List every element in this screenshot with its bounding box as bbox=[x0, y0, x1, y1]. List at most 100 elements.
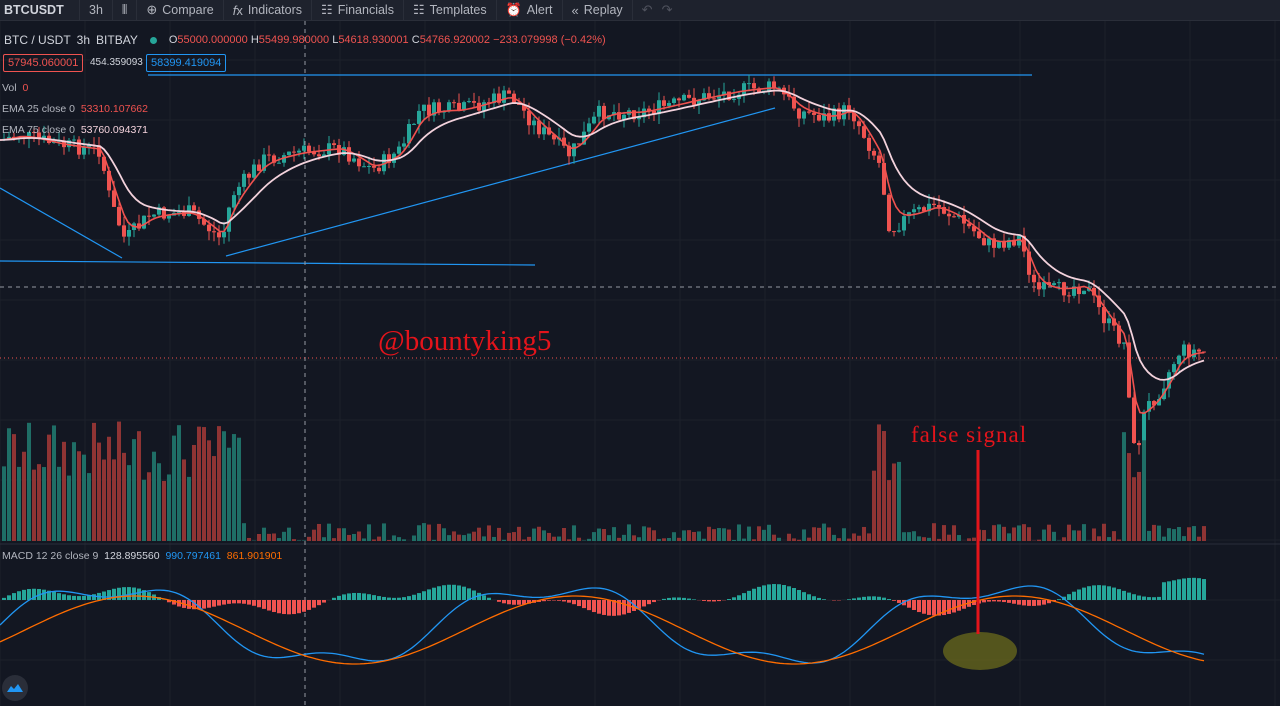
macd-histogram-bar bbox=[1017, 600, 1021, 605]
candle-body bbox=[362, 166, 366, 168]
volume-bar bbox=[1062, 537, 1066, 541]
candle-body bbox=[237, 186, 241, 196]
macd-histogram-bar bbox=[1137, 595, 1141, 600]
macd-histogram-bar bbox=[652, 600, 656, 603]
compare-button[interactable]: ⊕ Compare bbox=[137, 0, 224, 20]
chart-canvas[interactable] bbox=[0, 21, 1280, 706]
candle-body bbox=[242, 173, 246, 187]
candle-body bbox=[647, 108, 651, 111]
candle-body bbox=[357, 158, 361, 167]
volume-bar bbox=[242, 523, 246, 541]
macd-histogram-bar bbox=[322, 600, 326, 603]
alert-button[interactable]: ⏰ Alert bbox=[497, 0, 563, 20]
financials-icon: ☷ bbox=[321, 2, 333, 17]
volume-bar bbox=[922, 537, 926, 541]
candle-body bbox=[862, 126, 866, 138]
macd-histogram-bar bbox=[1022, 600, 1026, 606]
candle-body bbox=[1142, 411, 1146, 446]
macd-histogram-bar bbox=[947, 600, 951, 614]
volume-bar bbox=[227, 447, 231, 541]
templates-button[interactable]: ☷ Templates bbox=[404, 0, 497, 20]
macd-histogram-bar bbox=[392, 597, 396, 600]
volume-bar bbox=[737, 524, 741, 541]
candle-body bbox=[332, 143, 336, 146]
candle-body bbox=[307, 145, 311, 152]
macd-histogram-bar bbox=[1107, 586, 1111, 600]
candle-body bbox=[882, 162, 886, 195]
candle-body bbox=[852, 112, 856, 122]
indicators-button[interactable]: fx Indicators bbox=[224, 0, 313, 20]
macd-histogram-bar bbox=[352, 592, 356, 600]
candle-body bbox=[997, 241, 1001, 248]
volume-bar bbox=[1092, 528, 1096, 541]
macd-histogram-bar bbox=[1142, 596, 1146, 600]
candle-body bbox=[1017, 235, 1021, 246]
buy-price-box[interactable]: 58399.419094 bbox=[146, 54, 227, 72]
macd-histogram-bar bbox=[252, 600, 256, 606]
volume-bar bbox=[1027, 527, 1031, 541]
macd-histogram-bar bbox=[242, 600, 246, 604]
replay-button[interactable]: « Replay bbox=[563, 0, 633, 20]
volume-bar bbox=[427, 524, 431, 541]
candle-body bbox=[247, 173, 251, 178]
macd-histogram-bar bbox=[597, 600, 601, 614]
undo-button[interactable]: ↶ bbox=[633, 0, 662, 20]
macd-histogram-bar bbox=[1077, 589, 1081, 600]
macd-histogram-bar bbox=[237, 600, 241, 604]
volume-bar bbox=[622, 534, 626, 541]
volume-bar bbox=[927, 537, 931, 541]
macd-histogram-bar bbox=[142, 590, 146, 600]
macd-histogram-bar bbox=[1072, 591, 1076, 600]
macd-histogram-bar bbox=[582, 600, 586, 609]
candle-body bbox=[972, 226, 976, 232]
financials-button[interactable]: ☷ Financials bbox=[312, 0, 404, 20]
macd-histogram-bar bbox=[1147, 597, 1151, 600]
symbol-search[interactable]: BTCUSDT bbox=[0, 0, 80, 20]
macd-histogram-bar bbox=[782, 584, 786, 600]
volume-bar bbox=[437, 523, 441, 541]
candle-body bbox=[522, 104, 526, 111]
macd-histogram-bar bbox=[942, 600, 946, 616]
candle-body bbox=[682, 94, 686, 101]
volume-bar bbox=[1102, 523, 1106, 541]
symbol-label: BTCUSDT bbox=[4, 3, 64, 17]
candle-body bbox=[1082, 290, 1086, 295]
candle-body bbox=[1177, 355, 1181, 365]
macd-histogram-bar bbox=[27, 589, 31, 600]
volume-bar bbox=[102, 459, 106, 541]
macd-histogram-bar bbox=[442, 585, 446, 600]
macd-histogram-bar bbox=[1092, 585, 1096, 600]
interval-button[interactable]: 3h bbox=[80, 0, 113, 20]
macd-histogram-bar bbox=[82, 595, 86, 600]
chart-type-button[interactable]: ⫴ bbox=[113, 0, 138, 20]
candle-body bbox=[272, 155, 276, 163]
candle-body bbox=[1187, 344, 1191, 358]
volume-bar bbox=[507, 532, 511, 541]
candle-body bbox=[382, 154, 386, 172]
candle-body bbox=[97, 145, 101, 157]
candle-body bbox=[497, 93, 501, 103]
candle-body bbox=[277, 162, 281, 164]
macd-histogram-bar bbox=[972, 600, 976, 606]
candle-body bbox=[197, 210, 201, 219]
macd-histogram-bar bbox=[552, 600, 556, 601]
candle-body bbox=[502, 90, 506, 103]
volume-bar bbox=[822, 523, 826, 541]
sell-price-box[interactable]: 57945.060001 bbox=[3, 54, 84, 72]
macd-histogram-bar bbox=[987, 600, 991, 602]
volume-bar bbox=[197, 426, 201, 541]
macd-histogram-bar bbox=[297, 600, 301, 614]
macd-histogram-bar bbox=[917, 600, 921, 613]
macd-histogram-bar bbox=[742, 593, 746, 600]
volume-bar bbox=[377, 536, 381, 541]
candle-body bbox=[67, 140, 71, 148]
volume-bar bbox=[1112, 531, 1116, 541]
volume-bar bbox=[837, 538, 841, 541]
macd-histogram-bar bbox=[1182, 578, 1186, 600]
macd-histogram-bar bbox=[822, 599, 826, 600]
candle-body bbox=[577, 143, 581, 145]
redo-button[interactable]: ↷ bbox=[662, 0, 682, 20]
volume-bar bbox=[657, 538, 661, 541]
tradingview-logo-icon[interactable] bbox=[2, 675, 28, 701]
volume-bar bbox=[492, 536, 496, 541]
